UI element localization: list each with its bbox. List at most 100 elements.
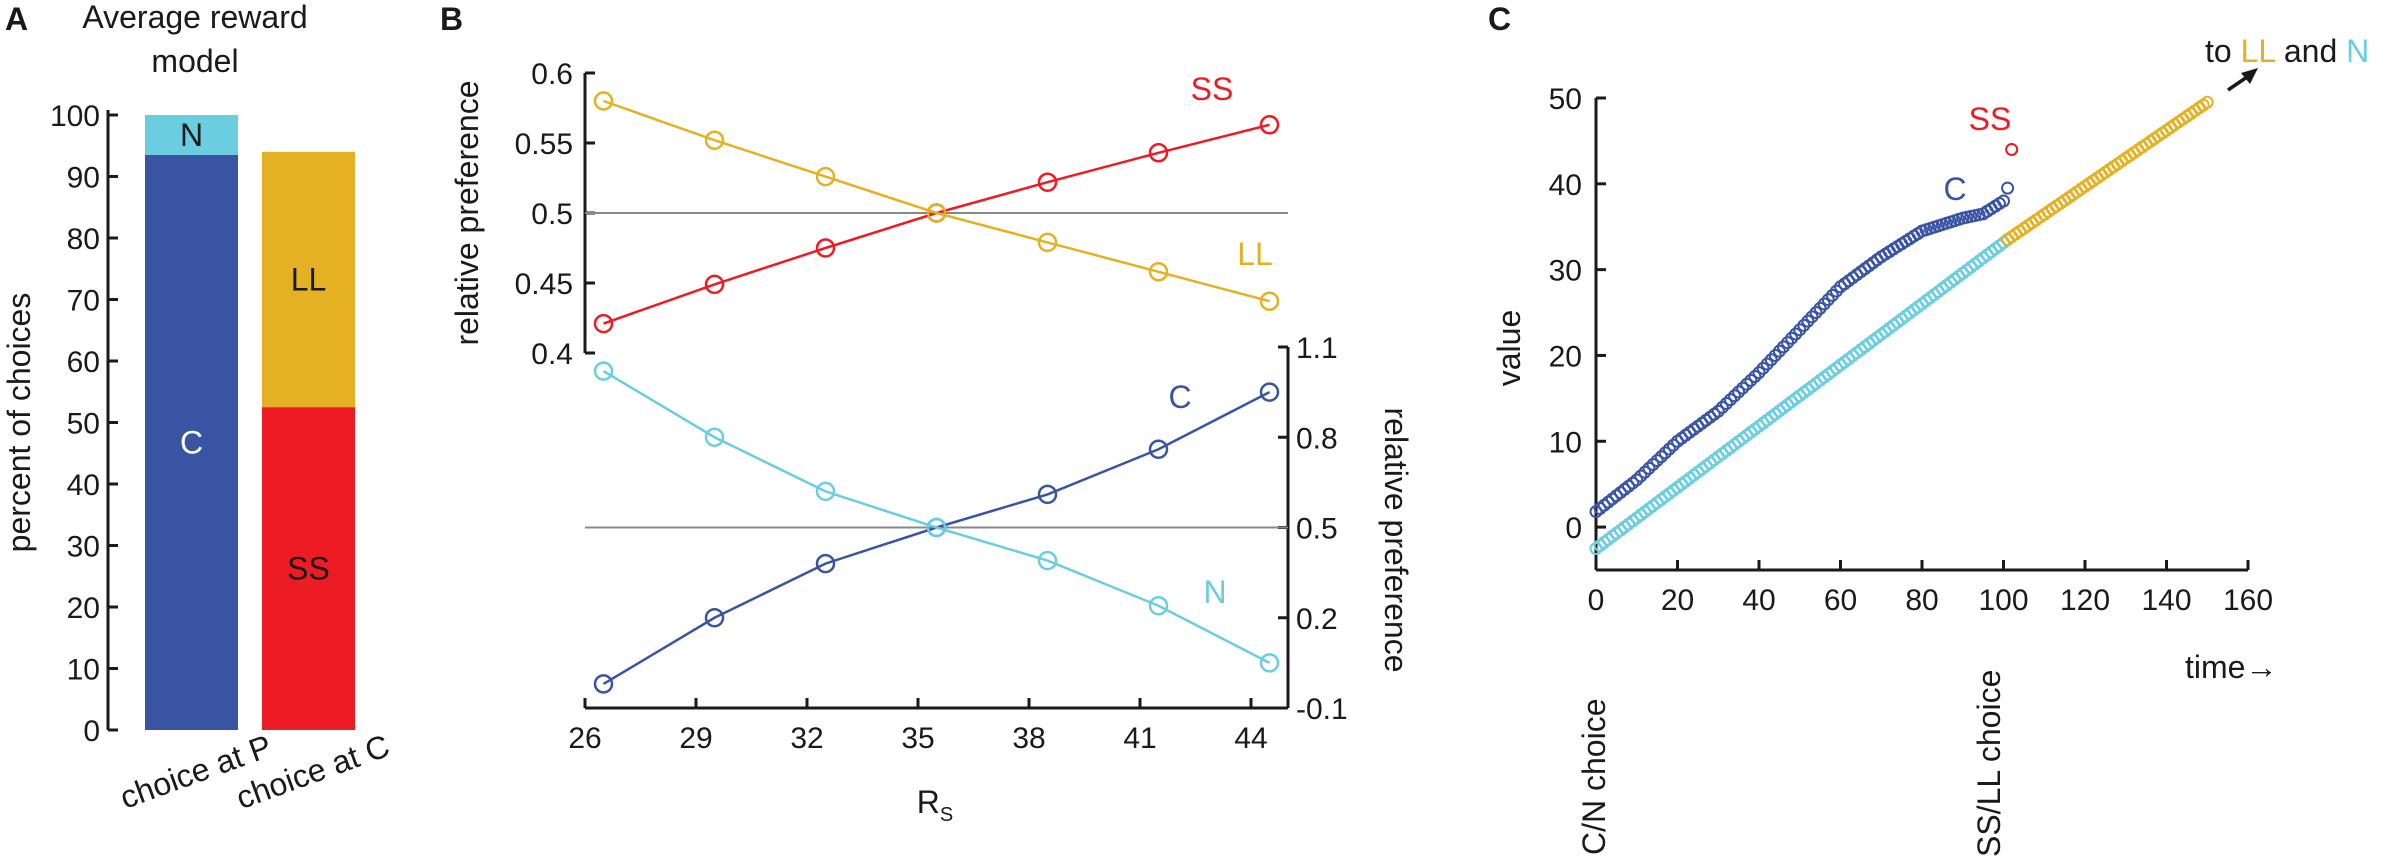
- data-point-ss: [704, 274, 725, 295]
- series-label-c: C: [1943, 171, 1966, 207]
- arrow-annotation: to LL and N: [2205, 33, 2369, 69]
- bar-segment-n: [145, 115, 238, 155]
- y-tick-label: 60: [67, 346, 100, 379]
- x-tick-label: 80: [1905, 584, 1938, 617]
- y-tick-label: 30: [1549, 255, 1582, 288]
- data-point-c: [1654, 450, 1668, 464]
- y-tick-label: -0.1: [1296, 693, 1348, 726]
- data-point-ll: [1148, 262, 1169, 282]
- y-tick-label: 0.4: [531, 338, 573, 371]
- data-point-c: [1646, 457, 1660, 471]
- annotation-cn-choice: C/N choice: [1576, 699, 1612, 856]
- panel-b-top-chart: 0.4 0.45 0.5 0.55 0.6 relative preference SS LL: [449, 58, 1288, 371]
- data-point-c: [1634, 469, 1648, 483]
- data-point-c: [2001, 181, 2015, 195]
- y-tick-label: 40: [1549, 169, 1582, 202]
- data-point-n: [704, 427, 725, 447]
- x-tick-label: 35: [901, 722, 934, 755]
- data-point-ss: [815, 238, 836, 258]
- y-tick-label: 0: [83, 715, 100, 748]
- x-tick-label: 38: [1012, 722, 1045, 755]
- panel-letter-a: A: [5, 1, 28, 37]
- data-point-c: [1148, 439, 1169, 460]
- data-point-c: [1259, 382, 1280, 402]
- right-y-axis-title: relative preference: [1378, 407, 1414, 672]
- data-point-ss: [593, 313, 614, 334]
- data-point-c: [1719, 397, 1733, 411]
- data-point-ss: [1148, 143, 1169, 163]
- arrow-annotation-part-1: LL: [2241, 33, 2276, 69]
- y-tick-label: 80: [67, 223, 100, 256]
- data-point-n: [593, 361, 614, 381]
- bar-segment-ll: [262, 151, 355, 408]
- x-tick-label: 26: [568, 722, 601, 755]
- x-tick-label: 60: [1824, 584, 1857, 617]
- x-tick-label: 32: [790, 722, 823, 755]
- panel-a-title-line2: model: [151, 43, 238, 79]
- y-tick-label: 0.2: [1296, 603, 1338, 636]
- y-tick-label: 90: [67, 162, 100, 195]
- y-tick-label: 70: [67, 285, 100, 318]
- data-point-c: [1740, 377, 1754, 391]
- data-point-c: [593, 674, 614, 694]
- panel-c-chart: 0 10 20 30 40 50 0 20 40 60 80 100 120 140 160 value tim…: [1491, 33, 2369, 857]
- x-tick-label: 140: [2141, 584, 2191, 617]
- x-tick-label: 44: [1234, 722, 1267, 755]
- series-label-ss: SS: [1969, 101, 2012, 137]
- data-point-c: [1658, 446, 1672, 460]
- data-point-c: [1037, 484, 1058, 505]
- data-point-c: [1630, 473, 1644, 487]
- y-tick-label: 10: [67, 654, 100, 687]
- data-point-n: [1037, 550, 1058, 571]
- data-point-ll: [1259, 291, 1280, 311]
- data-point-c: [1997, 194, 2010, 208]
- data-point-ll: [593, 91, 614, 111]
- y-tick-label: 20: [1549, 340, 1582, 373]
- data-point-ss: [1259, 115, 1280, 135]
- y-axis-title: value: [1491, 310, 1527, 387]
- data-point-n: [926, 517, 947, 538]
- x-tick-label: 0: [1588, 584, 1605, 617]
- data-point-c: [704, 608, 725, 628]
- y-tick-label: 0.5: [531, 198, 573, 231]
- data-point-n: [1259, 653, 1280, 673]
- series-line-ll: [603, 99, 1270, 303]
- data-point-ll: [926, 203, 947, 223]
- y-tick-label: 50: [1549, 83, 1582, 116]
- arrow-annotation-part-2: and: [2275, 33, 2346, 69]
- x-axis-title: RS: [917, 784, 953, 826]
- bar-segment-ss: [262, 407, 355, 730]
- y-tick-label: 0.45: [515, 268, 573, 301]
- x-tick-label: 41: [1123, 722, 1156, 755]
- bar-label-c: C: [180, 424, 203, 460]
- x-axis-title: time→: [2185, 649, 2277, 685]
- x-tick-label: 20: [1661, 584, 1694, 617]
- data-point-c: [815, 553, 836, 574]
- data-point-ss: [2005, 142, 2019, 156]
- bar-label-ss: SS: [287, 551, 330, 587]
- y-tick-label: 1.1: [1296, 332, 1338, 365]
- data-point-c: [1666, 438, 1680, 452]
- y-tick-label: 0.5: [1296, 513, 1338, 546]
- panel-a-chart: 0 10 20 30 40 50 60 70 80 90 100 percent of choices…: [1, 100, 394, 816]
- data-point-c: [1711, 404, 1725, 418]
- y-axis-title: percent of choices: [1, 293, 37, 553]
- y-tick-label: 30: [67, 531, 100, 564]
- y-tick-label: 100: [50, 100, 100, 133]
- y-tick-label: 0.6: [531, 58, 573, 91]
- y-tick-label: 0.55: [515, 128, 573, 161]
- x-tick-label: 120: [2060, 584, 2110, 617]
- panel-letter-b: B: [440, 1, 463, 37]
- x-axis-title-subscript: S: [940, 804, 953, 826]
- x-tick-label: 160: [2223, 584, 2273, 617]
- arrow-annotation-part-0: to: [2205, 33, 2241, 69]
- data-point-c: [1748, 369, 1762, 383]
- arrow-annotation-part-3: N: [2346, 33, 2369, 69]
- panel-letter-c: C: [1488, 1, 1511, 37]
- data-point-n: [1148, 595, 1169, 616]
- data-point-c: [1732, 385, 1746, 399]
- panel-b-bottom-chart: -0.1 0.2 0.5 0.8 1.1 26 29 32 35 38 41 44 relative p…: [568, 332, 1414, 826]
- annotation-ssll-choice: SS/LL choice: [1971, 670, 2007, 857]
- data-point-c: [1744, 373, 1758, 387]
